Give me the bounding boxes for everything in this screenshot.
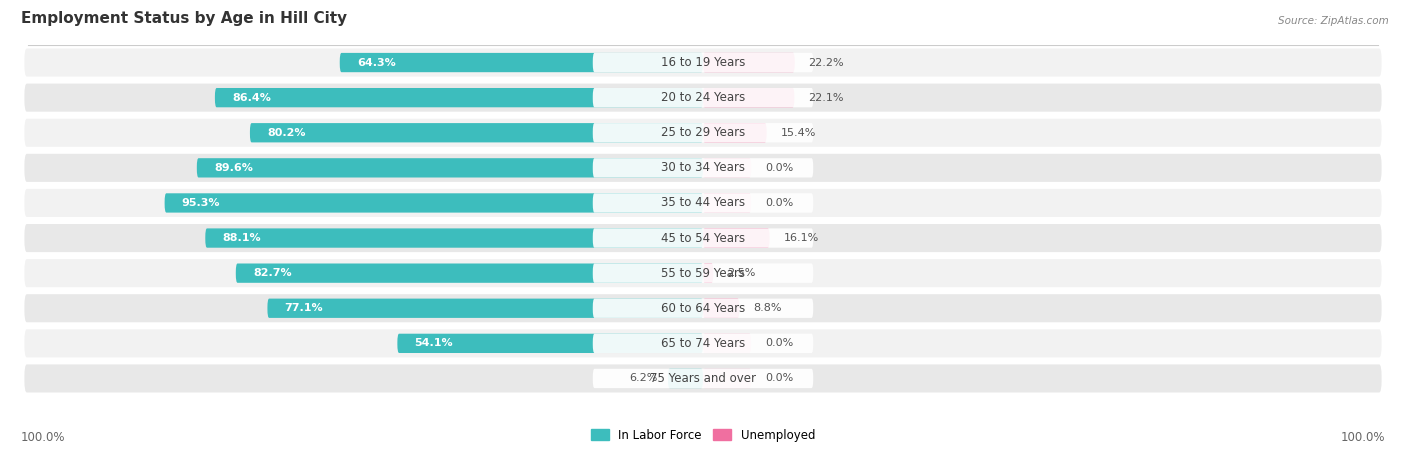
FancyBboxPatch shape [593,369,813,388]
Text: 80.2%: 80.2% [267,128,305,138]
FancyBboxPatch shape [703,88,794,107]
FancyBboxPatch shape [703,53,794,72]
FancyBboxPatch shape [165,194,703,212]
Text: 22.1%: 22.1% [808,93,844,103]
Text: 65 to 74 Years: 65 to 74 Years [661,337,745,350]
FancyBboxPatch shape [236,264,703,283]
Text: Source: ZipAtlas.com: Source: ZipAtlas.com [1278,16,1389,26]
Text: 35 to 44 Years: 35 to 44 Years [661,197,745,209]
FancyBboxPatch shape [250,123,703,142]
Text: 82.7%: 82.7% [253,268,291,278]
FancyBboxPatch shape [593,334,813,353]
FancyBboxPatch shape [267,299,703,318]
Text: 55 to 59 Years: 55 to 59 Years [661,267,745,279]
Text: 75 Years and over: 75 Years and over [650,372,756,385]
FancyBboxPatch shape [24,189,1382,217]
Text: 22.2%: 22.2% [808,58,844,68]
FancyBboxPatch shape [24,294,1382,322]
FancyBboxPatch shape [703,334,751,353]
FancyBboxPatch shape [340,53,703,72]
FancyBboxPatch shape [24,154,1382,182]
Text: 100.0%: 100.0% [1340,431,1385,444]
FancyBboxPatch shape [703,264,713,283]
FancyBboxPatch shape [197,158,703,177]
Text: 77.1%: 77.1% [284,303,323,313]
FancyBboxPatch shape [593,299,813,318]
Text: 45 to 54 Years: 45 to 54 Years [661,232,745,244]
FancyBboxPatch shape [24,364,1382,392]
FancyBboxPatch shape [703,369,751,388]
Text: Employment Status by Age in Hill City: Employment Status by Age in Hill City [21,11,347,26]
FancyBboxPatch shape [24,329,1382,357]
Text: 0.0%: 0.0% [765,163,793,173]
Text: 0.0%: 0.0% [765,338,793,348]
FancyBboxPatch shape [593,229,813,248]
Text: 100.0%: 100.0% [21,431,66,444]
FancyBboxPatch shape [593,123,813,142]
FancyBboxPatch shape [593,158,813,177]
FancyBboxPatch shape [593,264,813,283]
FancyBboxPatch shape [593,194,813,212]
Text: 2.5%: 2.5% [727,268,755,278]
Text: 54.1%: 54.1% [415,338,453,348]
FancyBboxPatch shape [205,229,703,248]
Text: 25 to 29 Years: 25 to 29 Years [661,126,745,139]
FancyBboxPatch shape [593,88,813,107]
Text: 6.2%: 6.2% [630,374,658,383]
Text: 95.3%: 95.3% [181,198,221,208]
FancyBboxPatch shape [703,299,740,318]
Text: 8.8%: 8.8% [754,303,782,313]
FancyBboxPatch shape [24,119,1382,147]
Text: 15.4%: 15.4% [780,128,815,138]
FancyBboxPatch shape [668,369,703,388]
Legend: In Labor Force, Unemployed: In Labor Force, Unemployed [586,424,820,446]
Text: 0.0%: 0.0% [765,198,793,208]
Text: 86.4%: 86.4% [232,93,271,103]
FancyBboxPatch shape [24,259,1382,287]
FancyBboxPatch shape [703,158,751,177]
FancyBboxPatch shape [215,88,703,107]
Text: 60 to 64 Years: 60 to 64 Years [661,302,745,315]
Text: 16 to 19 Years: 16 to 19 Years [661,56,745,69]
Text: 64.3%: 64.3% [357,58,395,68]
Text: 20 to 24 Years: 20 to 24 Years [661,91,745,104]
Text: 88.1%: 88.1% [222,233,262,243]
FancyBboxPatch shape [398,334,703,353]
FancyBboxPatch shape [703,194,751,212]
FancyBboxPatch shape [593,53,813,72]
Text: 30 to 34 Years: 30 to 34 Years [661,162,745,174]
FancyBboxPatch shape [703,229,769,248]
Text: 16.1%: 16.1% [783,233,818,243]
Text: 0.0%: 0.0% [765,374,793,383]
FancyBboxPatch shape [703,123,766,142]
Text: 89.6%: 89.6% [214,163,253,173]
FancyBboxPatch shape [24,49,1382,76]
FancyBboxPatch shape [24,84,1382,112]
FancyBboxPatch shape [24,224,1382,252]
